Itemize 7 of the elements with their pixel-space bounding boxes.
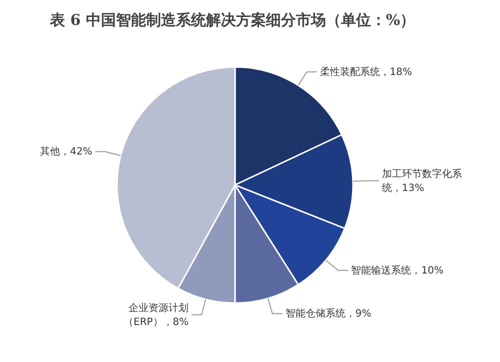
slice-label: 企业资源计划（ERP），8% [124,301,189,328]
slice-label: 柔性装配系统，18% [320,65,412,78]
slice-label: 加工环节数字化系统，13% [382,167,462,194]
chart-title: 表 6 中国智能制造系统解决方案细分市场（单位：%） [49,10,416,31]
slice-label: 智能仓储系统，9% [285,307,372,320]
slice-label: 其他，42% [40,145,92,158]
slice-label: 智能输送系统，10% [351,264,444,276]
